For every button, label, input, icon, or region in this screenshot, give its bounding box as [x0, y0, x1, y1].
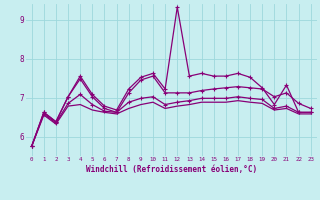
X-axis label: Windchill (Refroidissement éolien,°C): Windchill (Refroidissement éolien,°C) — [86, 165, 257, 174]
